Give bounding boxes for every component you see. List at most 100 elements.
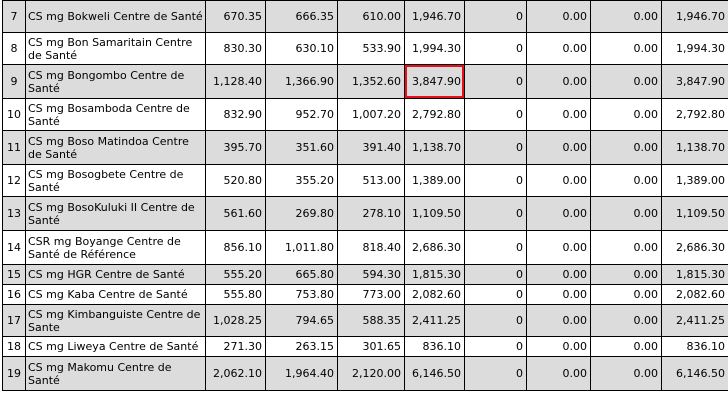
value-cell-c7: 0.00: [590, 164, 662, 197]
value-cell-c8: 1,815.30: [661, 264, 728, 285]
value-cell-c6: 0.00: [526, 264, 591, 285]
facility-name: CS mg Liweya Centre de Santé: [25, 336, 206, 357]
value-cell-c8: 2,411.25: [661, 304, 728, 337]
value-cell-c7: 0.00: [590, 356, 662, 391]
value-cell-c4: 2,792.80: [404, 98, 465, 131]
facility-name: CS mg BosoKuluki II Centre de Santé: [25, 196, 206, 231]
value-cell-c5: 0: [464, 64, 527, 99]
value-cell-c2: 1,366.90: [265, 64, 338, 99]
value-cell-c3: 1,007.20: [337, 98, 405, 131]
table-body: 7 CS mg Bokweli Centre de Santé 670.35 666.…: [2, 0, 728, 391]
value-cell-c8: 1,109.50: [661, 196, 728, 231]
value-cell-c6: 0.00: [526, 32, 591, 65]
value-cell-c4: 1,109.50: [404, 196, 465, 231]
value-cell-c8: 836.10: [661, 336, 728, 357]
facility-name: CS mg Bon Samaritain Centre de Santé: [25, 32, 206, 65]
value-cell-c5: 0: [464, 230, 527, 265]
value-cell-c1: 1,028.25: [205, 304, 266, 337]
facility-name: CS mg Bongombo Centre de Santé: [25, 64, 206, 99]
value-cell-c5: 0: [464, 164, 527, 197]
facility-name: CS mg Kaba Centre de Santé: [25, 284, 206, 305]
data-table: 7 CS mg Bokweli Centre de Santé 670.35 666.…: [2, 0, 728, 391]
value-cell-c5: 0: [464, 0, 527, 33]
value-cell-c2: 351.60: [265, 130, 338, 165]
value-cell-c2: 1,011.80: [265, 230, 338, 265]
table-row: 14 CSR mg Boyange Centre de Santé de Réfé…: [2, 230, 728, 265]
value-cell-c8: 6,146.50: [661, 356, 728, 391]
value-cell-c6: 0.00: [526, 284, 591, 305]
table-row: 16 CS mg Kaba Centre de Santé 555.80 753.80…: [2, 284, 728, 305]
value-cell-c2: 666.35: [265, 0, 338, 33]
value-cell-c4: 2,686.30: [404, 230, 465, 265]
value-cell-c6: 0.00: [526, 196, 591, 231]
table-row: 10 CS mg Bosamboda Centre de Santé 832.90 9…: [2, 98, 728, 131]
value-cell-c6: 0.00: [526, 64, 591, 99]
value-cell-c4: 2,411.25: [404, 304, 465, 337]
row-index: 13: [2, 196, 26, 231]
value-cell-c2: 263.15: [265, 336, 338, 357]
value-cell-c7: 0.00: [590, 0, 662, 33]
value-cell-c5: 0: [464, 336, 527, 357]
value-cell-c3: 2,120.00: [337, 356, 405, 391]
facility-name: CS mg Kimbanguiste Centre de Sante: [25, 304, 206, 337]
value-cell-c3: 391.40: [337, 130, 405, 165]
table-row: 7 CS mg Bokweli Centre de Santé 670.35 666.…: [2, 0, 728, 33]
value-cell-c5: 0: [464, 356, 527, 391]
value-cell-c5: 0: [464, 98, 527, 131]
value-cell-c5: 0: [464, 304, 527, 337]
value-cell-c6: 0.00: [526, 130, 591, 165]
row-index: 11: [2, 130, 26, 165]
facility-name: CS mg Bosamboda Centre de Santé: [25, 98, 206, 131]
value-cell-c8: 2,082.60: [661, 284, 728, 305]
value-cell-c4: 836.10: [404, 336, 465, 357]
value-cell-c3: 594.30: [337, 264, 405, 285]
value-cell-c7: 0.00: [590, 196, 662, 231]
value-cell-c2: 665.80: [265, 264, 338, 285]
facility-name: CSR mg Boyange Centre de Santé de Référe…: [25, 230, 206, 265]
row-index: 15: [2, 264, 26, 285]
value-cell-c6: 0.00: [526, 164, 591, 197]
value-cell-c5: 0: [464, 130, 527, 165]
value-cell-c6: 0.00: [526, 98, 591, 131]
table-row: 11 CS mg Boso Matindoa Centre de Santé 395…: [2, 130, 728, 165]
value-cell-c7: 0.00: [590, 336, 662, 357]
table-row: 19 CS mg Makomu Centre de Santé 2,062.10 1,…: [2, 356, 728, 391]
value-cell-c2: 355.20: [265, 164, 338, 197]
value-cell-c5: 0: [464, 196, 527, 231]
value-cell-c8: 1,946.70: [661, 0, 728, 33]
value-cell-c3: 278.10: [337, 196, 405, 231]
value-cell-c1: 830.30: [205, 32, 266, 65]
value-cell-c8: 1,994.30: [661, 32, 728, 65]
row-index: 8: [2, 32, 26, 65]
facility-name: CS mg Bosogbete Centre de Santé: [25, 164, 206, 197]
facility-name: CS mg Makomu Centre de Santé: [25, 356, 206, 391]
row-index: 7: [2, 0, 26, 33]
value-cell-c8: 1,138.70: [661, 130, 728, 165]
value-cell-c8: 2,686.30: [661, 230, 728, 265]
value-cell-c2: 630.10: [265, 32, 338, 65]
value-cell-c4: 1,994.30: [404, 32, 465, 65]
value-cell-c4: 2,082.60: [404, 284, 465, 305]
value-cell-c3: 533.90: [337, 32, 405, 65]
row-index: 10: [2, 98, 26, 131]
value-cell-c3: 588.35: [337, 304, 405, 337]
table-row: 17 CS mg Kimbanguiste Centre de Sante 1,02…: [2, 304, 728, 337]
value-cell-c2: 1,964.40: [265, 356, 338, 391]
value-cell-c1: 520.80: [205, 164, 266, 197]
facility-name: CS mg Bokweli Centre de Santé: [25, 0, 206, 33]
table-row: 15 CS mg HGR Centre de Santé 555.20 665.80 5…: [2, 264, 728, 285]
value-cell-c1: 832.90: [205, 98, 266, 131]
value-cell-c7: 0.00: [590, 304, 662, 337]
value-cell-c6: 0.00: [526, 304, 591, 337]
value-cell-c3: 1,352.60: [337, 64, 405, 99]
table-row: 9 CS mg Bongombo Centre de Santé 1,128.40 1…: [2, 64, 728, 99]
value-cell-c4: 1,389.00: [404, 164, 465, 197]
row-index: 18: [2, 336, 26, 357]
value-cell-c4: 1,138.70: [404, 130, 465, 165]
value-cell-c5: 0: [464, 32, 527, 65]
value-cell-c1: 395.70: [205, 130, 266, 165]
value-cell-c1: 555.80: [205, 284, 266, 305]
value-cell-c6: 0.00: [526, 230, 591, 265]
value-cell-c3: 610.00: [337, 0, 405, 33]
value-cell-c7: 0.00: [590, 264, 662, 285]
